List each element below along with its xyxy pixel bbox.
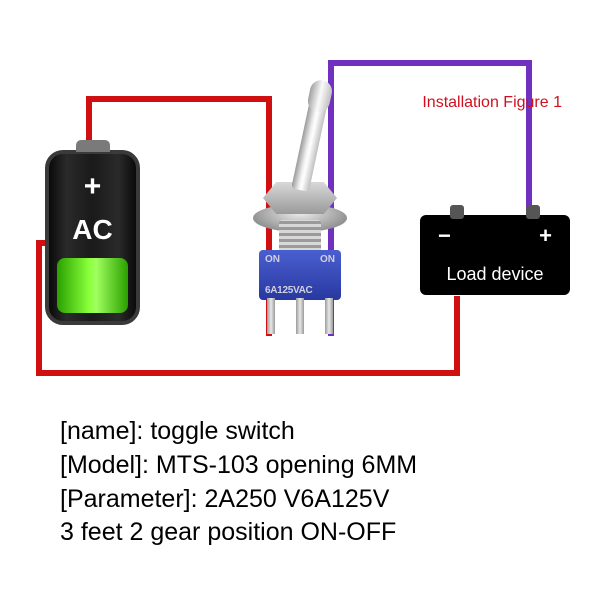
wire-purple — [526, 60, 532, 212]
spec-line-parameter: [Parameter]: 2A250 V6A125V — [60, 483, 417, 517]
switch-on-label-right: ON — [320, 254, 335, 265]
switch-on-label-left: ON — [265, 254, 280, 265]
switch-lever-icon — [291, 81, 331, 192]
switch-pin-1-icon — [267, 298, 275, 334]
switch-thread-icon — [279, 220, 321, 254]
toggle-switch: ON ON 6A125VAC — [225, 80, 375, 340]
load-plus-icon: + — [539, 223, 552, 249]
wire-purple — [328, 60, 532, 66]
load-device: − + Load device — [420, 215, 570, 295]
switch-body: ON ON 6A125VAC — [259, 250, 341, 300]
diagram-title: Installation Figure 1 — [422, 94, 562, 112]
battery-label: AC — [72, 214, 112, 246]
switch-pin-3-icon — [325, 298, 333, 334]
switch-pin-2-icon — [296, 298, 304, 334]
spec-text: [name]: toggle switch [Model]: MTS-103 o… — [60, 415, 417, 550]
spec-line-name: [name]: toggle switch — [60, 415, 417, 449]
load-minus-icon: − — [438, 223, 451, 249]
load-label: Load device — [420, 264, 570, 285]
spec-line-feet: 3 feet 2 gear position ON-OFF — [60, 516, 417, 550]
wire-red — [454, 296, 460, 376]
spec-line-model: [Model]: MTS-103 opening 6MM — [60, 449, 417, 483]
wire-red — [36, 240, 42, 376]
switch-rating-label: 6A125VAC — [265, 285, 312, 296]
battery-plus-icon: + — [84, 172, 102, 202]
battery: + AC − — [45, 150, 140, 325]
wire-red — [36, 370, 460, 376]
battery-level-icon — [57, 258, 128, 313]
circuit-diagram: Installation Figure 1 + AC − ON ON 6A125… — [0, 0, 600, 400]
